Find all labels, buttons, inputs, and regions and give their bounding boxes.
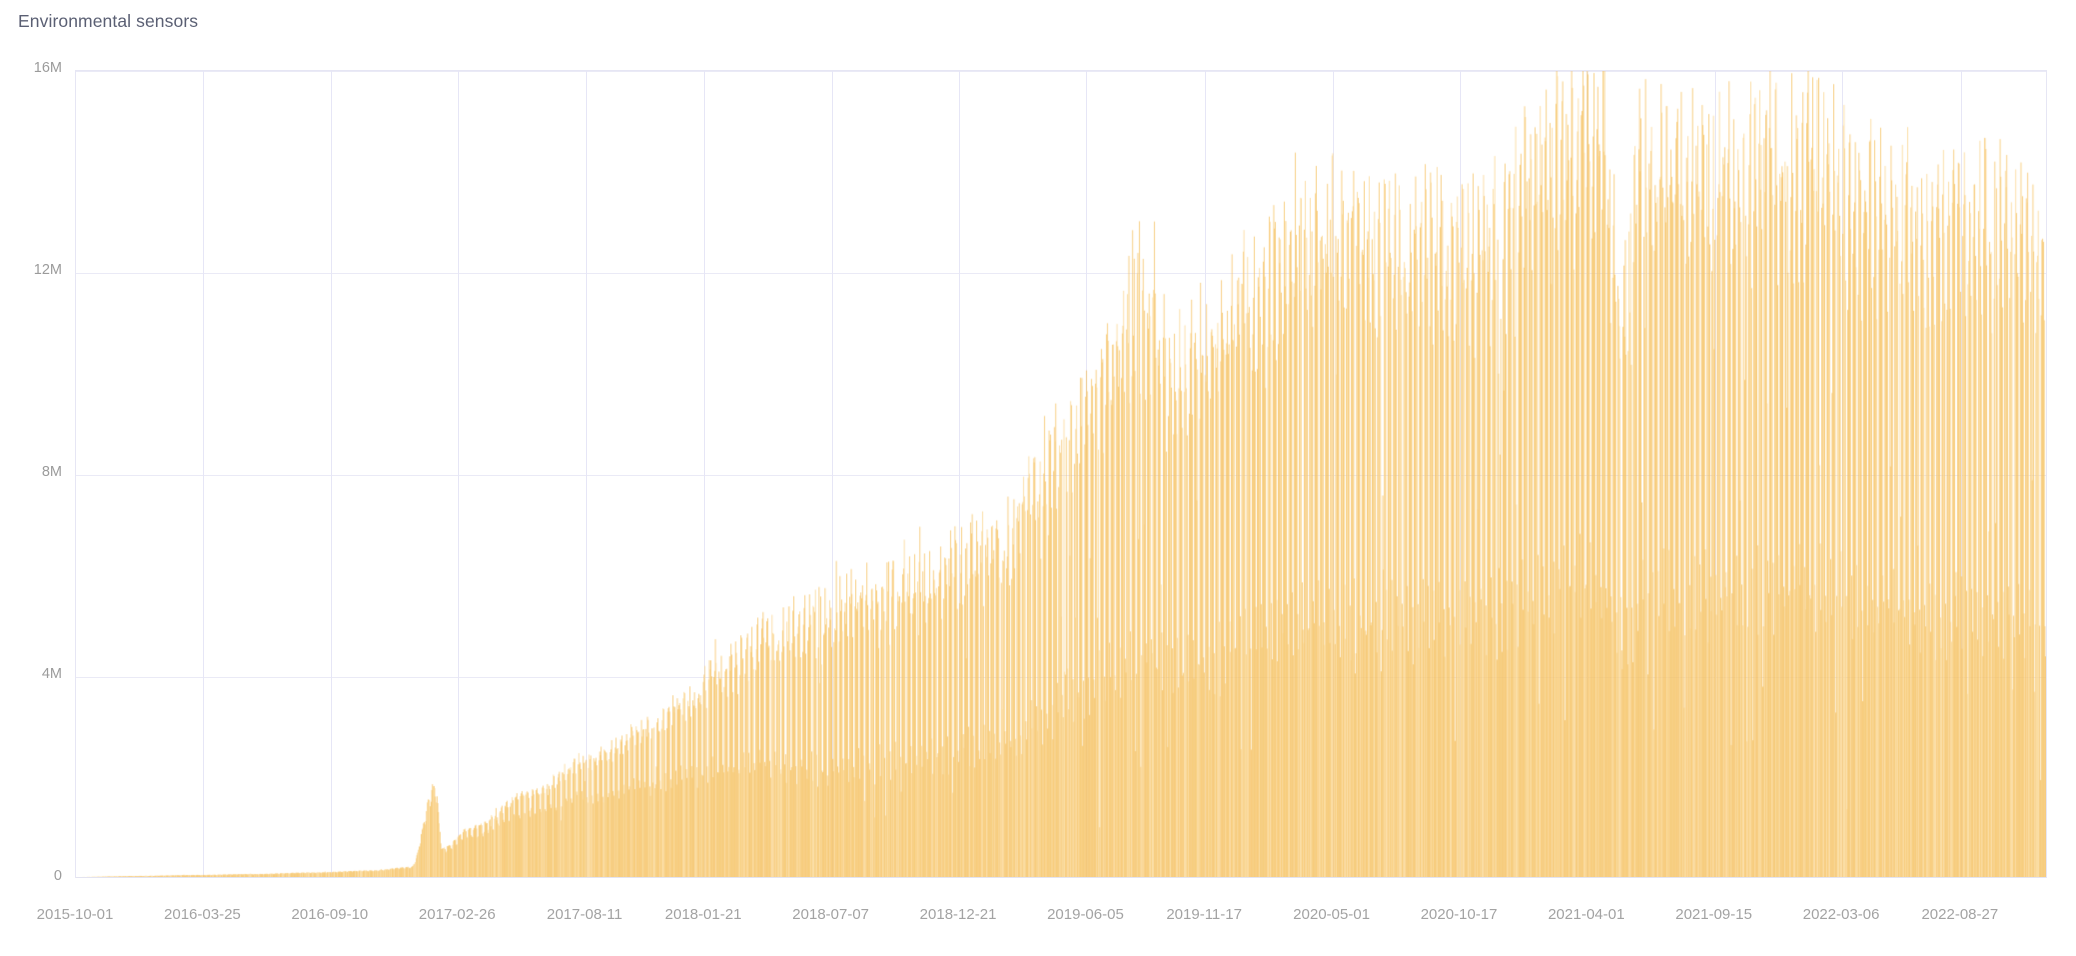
y-axis-tick-label: 8M	[41, 464, 62, 480]
y-axis-tick-label: 12M	[33, 262, 62, 278]
x-axis-tick-label: 2017-02-26	[418, 906, 496, 923]
axis-baseline	[76, 877, 2046, 878]
x-axis-tick-label: 2018-07-07	[792, 906, 870, 923]
x-axis-tick-label: 2015-10-01	[36, 906, 114, 923]
x-axis-tick-label: 2021-09-15	[1675, 906, 1753, 923]
bar-series-environmental-sensors	[76, 71, 2046, 878]
y-axis-tick-label: 4M	[41, 666, 62, 682]
x-axis-tick-label: 2019-11-17	[1166, 906, 1242, 923]
x-axis-tick-label: 2022-03-06	[1802, 906, 1880, 923]
y-axis-tick-label: 16M	[33, 60, 62, 76]
x-axis-tick-label: 2021-04-01	[1547, 906, 1625, 923]
x-axis-tick-label: 2016-03-25	[164, 906, 241, 923]
x-axis-tick-label: 2018-12-21	[919, 906, 997, 923]
plot-area	[75, 70, 2047, 878]
x-axis-tick-label: 2020-10-17	[1420, 906, 1498, 923]
x-axis-tick-label: 2019-06-05	[1047, 906, 1124, 923]
x-axis-tick-label: 2018-01-21	[664, 906, 742, 923]
x-axis-tick-label: 2016-09-10	[291, 906, 369, 923]
x-axis-tick-label: 2022-08-27	[1921, 906, 1999, 923]
page-title: Environmental sensors	[18, 11, 199, 31]
y-axis-tick-label: 0	[53, 868, 62, 884]
x-axis-tick-label: 2017-08-11	[546, 906, 623, 923]
x-axis-tick-label: 2020-05-01	[1293, 906, 1370, 923]
